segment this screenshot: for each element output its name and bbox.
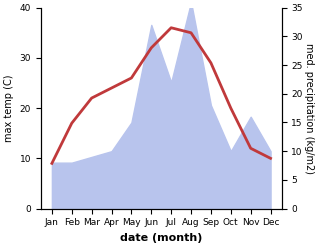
Y-axis label: med. precipitation (kg/m2): med. precipitation (kg/m2)	[304, 43, 314, 174]
X-axis label: date (month): date (month)	[120, 233, 203, 243]
Y-axis label: max temp (C): max temp (C)	[4, 74, 14, 142]
